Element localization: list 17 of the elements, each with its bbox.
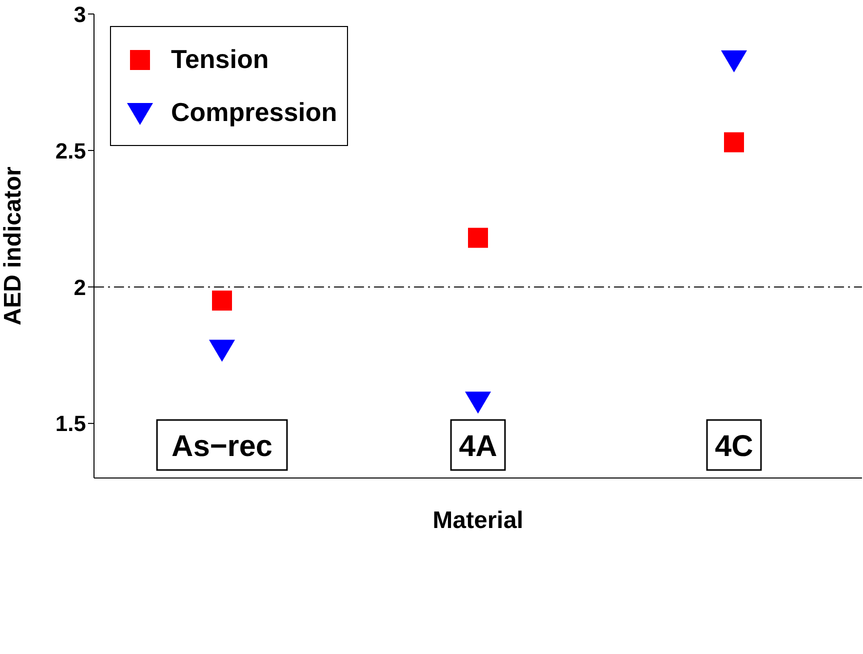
legend-label: Compression [171,97,338,128]
y-tick-label: 3 [74,2,86,27]
legend-label: Tension [171,44,269,75]
point [212,290,232,311]
point [209,340,235,362]
point [465,392,491,414]
y-tick-label: 2 [74,274,86,300]
y-axis-title: AED indicator [0,166,27,326]
y-tick-label: 2.5 [55,138,86,164]
y-tick-label: 1.5 [55,411,86,436]
point [468,228,488,248]
point [721,50,747,72]
x-axis-title: Material [432,507,524,534]
point [724,132,744,152]
x-tick-label: As−rec [172,430,272,463]
x-tick-label: 4C [714,430,754,463]
x-tick-label: 4A [458,430,498,463]
